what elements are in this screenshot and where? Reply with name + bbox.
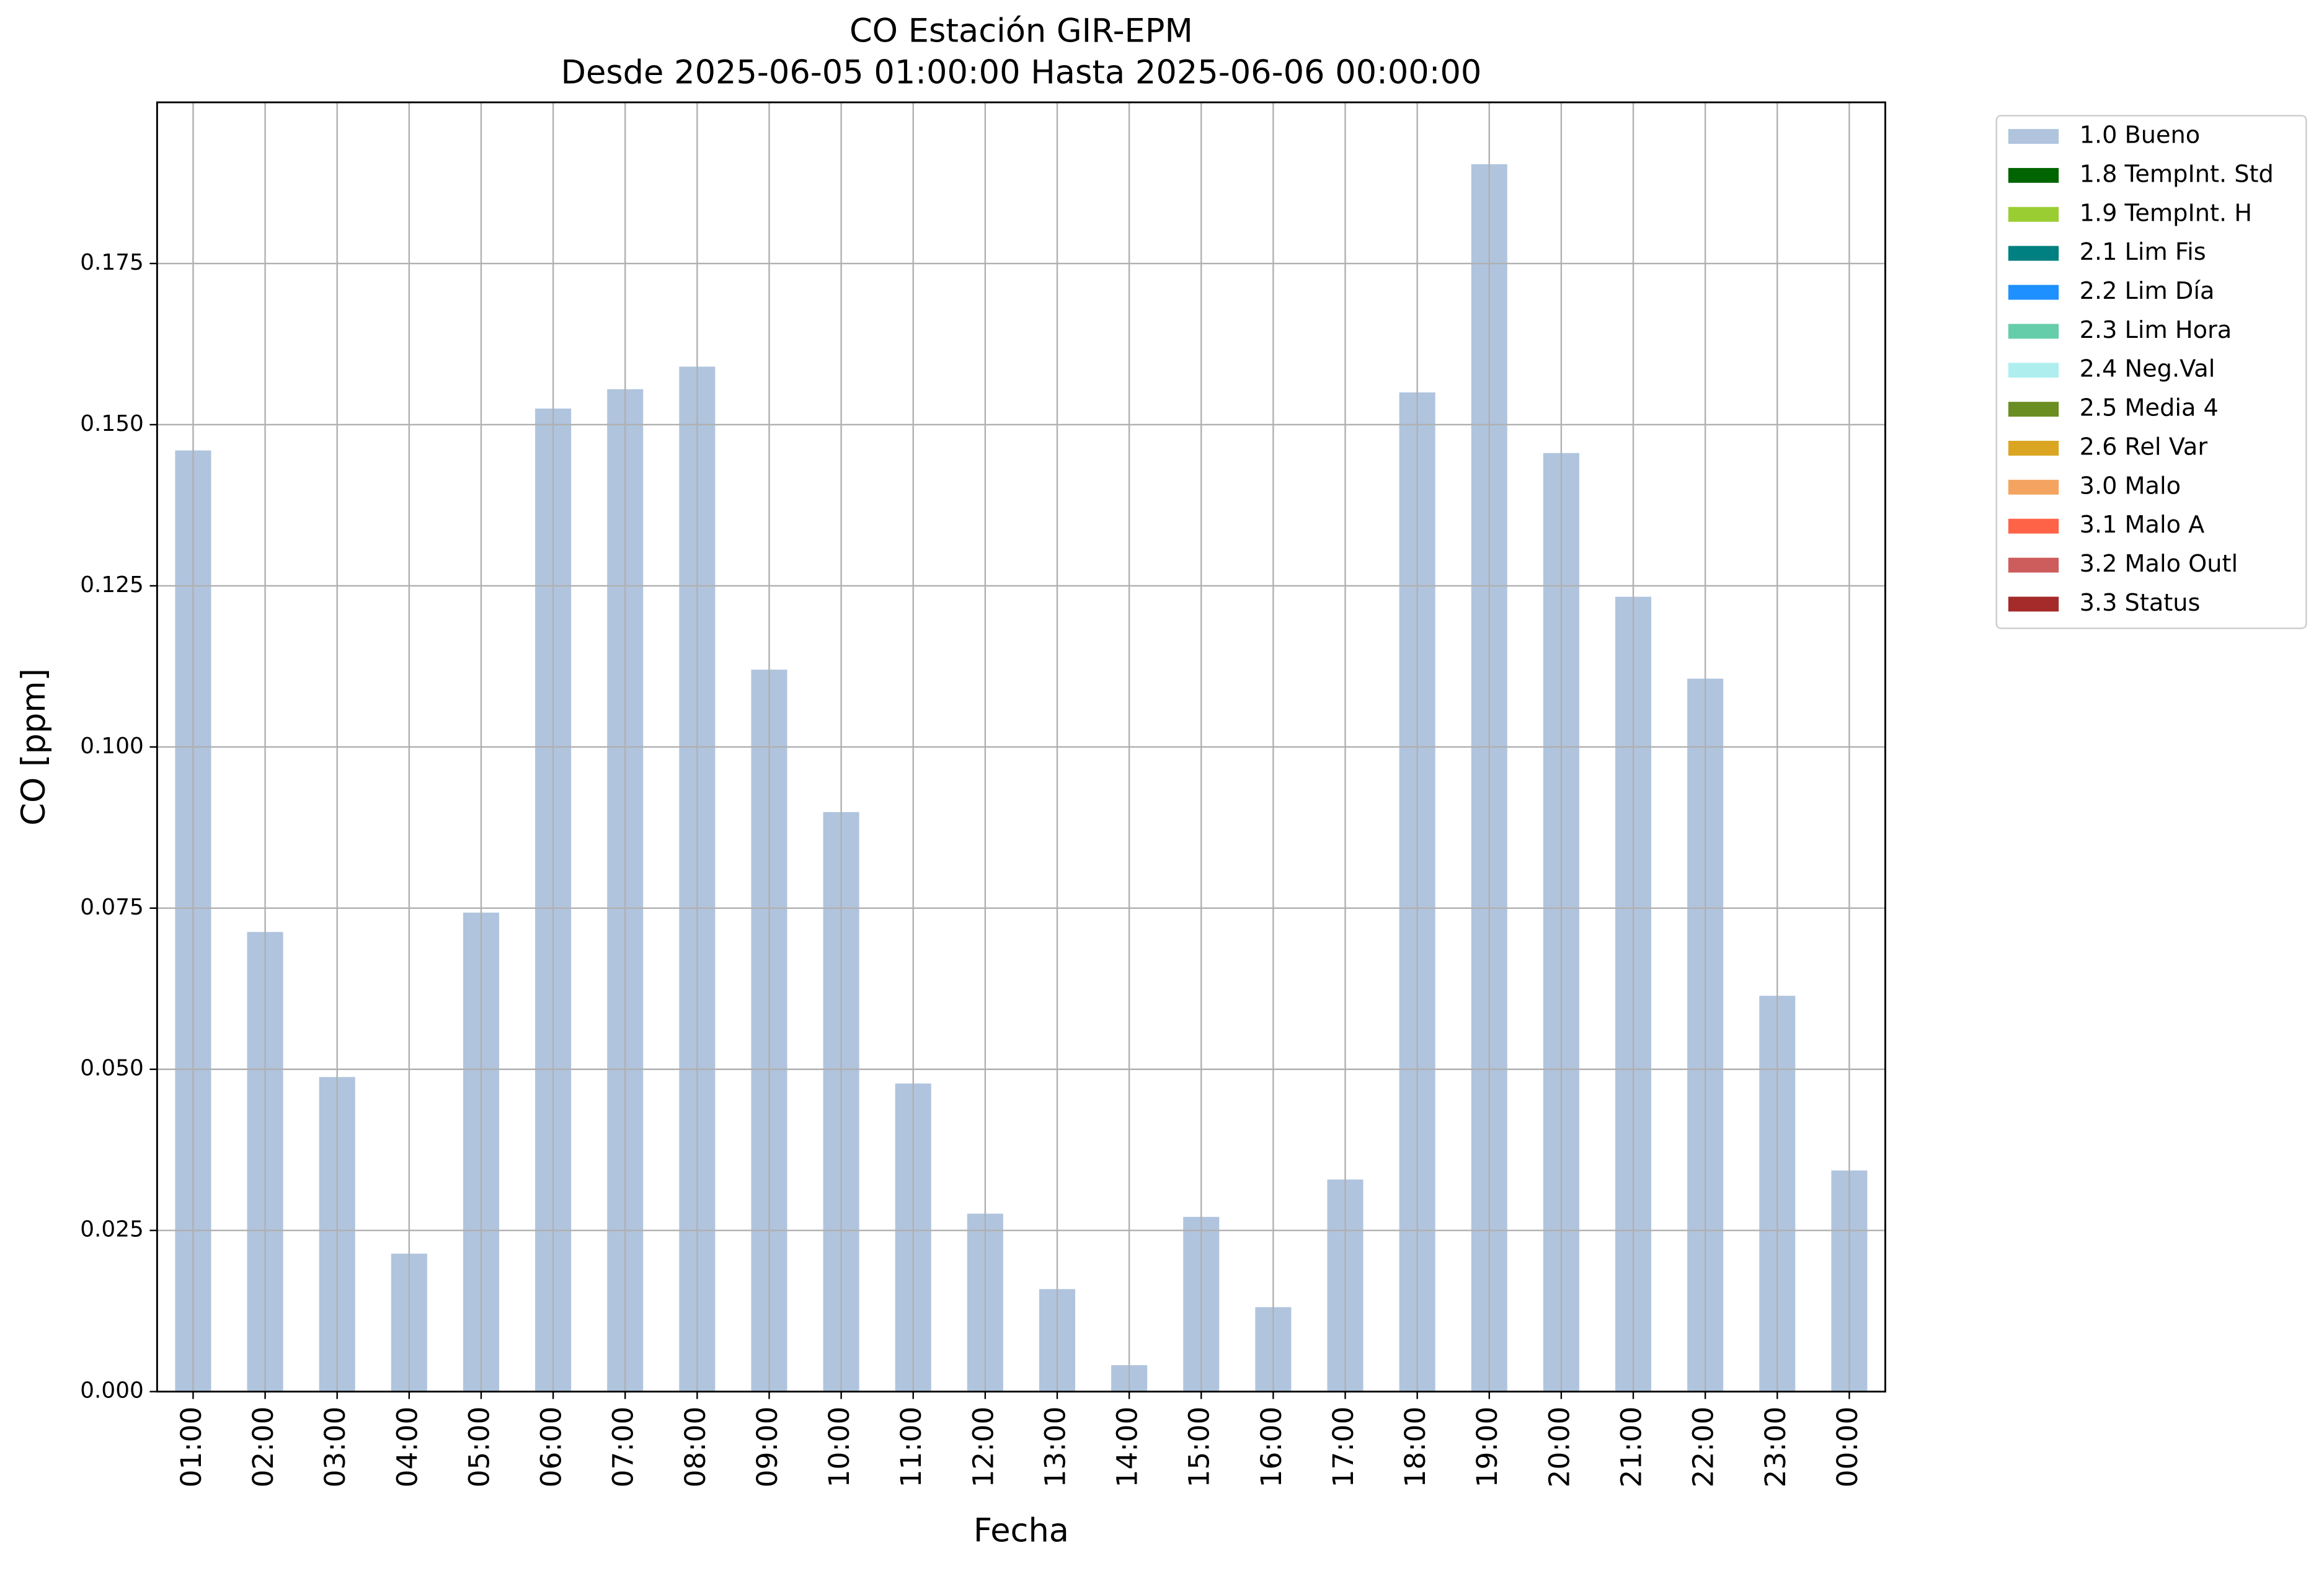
legend-swatch <box>2008 479 2059 495</box>
y-tick-label: 0.150 <box>80 411 144 436</box>
x-tick-label: 18:00 <box>1399 1407 1432 1488</box>
legend-label: 2.6 Rel Var <box>2080 433 2208 461</box>
chart-subtitle: Desde 2025-06-05 01:00:00 Hasta 2025-06-… <box>561 53 1481 91</box>
y-axis-label: CO [ppm] <box>15 668 53 826</box>
plot-frame <box>156 101 1886 1393</box>
x-tick-label: 05:00 <box>463 1407 495 1488</box>
x-tick-label: 00:00 <box>1831 1407 1864 1488</box>
legend-box <box>1995 115 2307 629</box>
legend-swatch <box>2008 518 2059 534</box>
y-tick-label: 0.075 <box>80 895 144 920</box>
x-axis-label: Fecha <box>974 1511 1069 1549</box>
x-tick-label: 22:00 <box>1687 1407 1720 1488</box>
x-tick-label: 20:00 <box>1543 1407 1576 1488</box>
x-tick-label: 14:00 <box>1111 1407 1144 1488</box>
x-tick-label: 12:00 <box>967 1407 1000 1488</box>
x-tick-label: 01:00 <box>175 1407 208 1488</box>
chart-title: CO Estación GIR-EPM <box>849 12 1193 50</box>
y-tick-label: 0.100 <box>80 733 144 759</box>
x-tick-label: 07:00 <box>607 1407 640 1488</box>
legend-label: 3.1 Malo A <box>2080 511 2205 539</box>
legend-swatch <box>2008 206 2059 222</box>
legend-label: 1.8 TempInt. Std <box>2080 161 2274 188</box>
legend-label: 1.9 TempInt. H <box>2080 200 2252 227</box>
x-tick-label: 21:00 <box>1615 1407 1648 1488</box>
x-tick-label: 02:00 <box>247 1407 280 1488</box>
legend-label: 2.1 Lim Fis <box>2080 239 2206 266</box>
x-tick-label: 03:00 <box>319 1407 352 1488</box>
y-tick-label: 0.025 <box>80 1217 144 1242</box>
x-tick-label: 09:00 <box>751 1407 784 1488</box>
x-tick-label: 13:00 <box>1039 1407 1071 1488</box>
x-tick-label: 08:00 <box>679 1407 712 1488</box>
legend-swatch <box>2008 402 2059 417</box>
legend-label: 2.5 Media 4 <box>2080 395 2219 422</box>
x-tick-label: 23:00 <box>1759 1407 1792 1488</box>
legend-label: 2.2 Lim Día <box>2080 278 2215 305</box>
legend-swatch <box>2008 129 2059 144</box>
x-tick-label: 16:00 <box>1255 1407 1288 1488</box>
x-tick-label: 06:00 <box>535 1407 568 1488</box>
x-tick-label: 11:00 <box>895 1407 928 1488</box>
x-tick-label: 10:00 <box>823 1407 856 1488</box>
legend-swatch <box>2008 596 2059 612</box>
x-tick-label: 15:00 <box>1183 1407 1216 1488</box>
x-tick-label: 19:00 <box>1471 1407 1504 1488</box>
y-tick-label: 0.175 <box>80 250 144 275</box>
legend-swatch <box>2008 363 2059 378</box>
legend-swatch <box>2008 246 2059 261</box>
legend-swatch <box>2008 167 2059 183</box>
legend-swatch <box>2008 285 2059 300</box>
legend-label: 2.3 Lim Hora <box>2080 317 2232 344</box>
legend-label: 2.4 Neg.Val <box>2080 356 2215 383</box>
y-tick-label: 0.125 <box>80 572 144 598</box>
legend-label: 3.0 Malo <box>2080 472 2181 500</box>
legend-label: 3.2 Malo Outl <box>2080 551 2238 578</box>
y-tick-label: 0.050 <box>80 1056 144 1081</box>
x-tick-label: 04:00 <box>391 1407 424 1488</box>
x-tick-label: 17:00 <box>1327 1407 1360 1488</box>
legend-label: 1.0 Bueno <box>2080 122 2201 149</box>
y-tick-label: 0.000 <box>80 1378 144 1404</box>
legend-swatch <box>2008 324 2059 339</box>
legend-label: 3.3 Status <box>2080 590 2201 617</box>
legend-swatch <box>2008 441 2059 456</box>
legend-swatch <box>2008 557 2059 573</box>
